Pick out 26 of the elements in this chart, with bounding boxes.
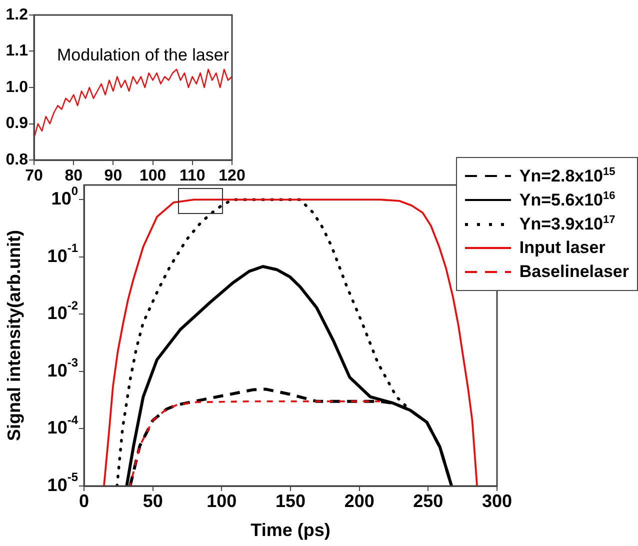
x-tick-label: 90 [104, 167, 122, 184]
legend-label: Yn=2.8x10$^{15}$ [519, 166, 616, 186]
y-tick-label: 1.0 [6, 78, 28, 96]
x-tick-label: 0 [78, 490, 90, 511]
annotation: Modulation of the laser [57, 45, 230, 64]
y-tick-label: 0.9 [6, 115, 28, 132]
x-tick-label: 200 [344, 490, 374, 511]
x-axis-title: Time (ps) [250, 520, 330, 540]
y-tick-label: 0.8 [6, 151, 28, 168]
x-tick-label: 250 [413, 490, 444, 511]
x-tick-label: 150 [275, 490, 306, 511]
x-tick-label: 100 [206, 490, 237, 511]
x-tick-label: 80 [64, 167, 83, 184]
legend-label: Baselinelaser [519, 262, 629, 282]
legend-label: Input laser [519, 238, 606, 258]
y-tick-label: 1.1 [6, 42, 28, 60]
x-tick-label: 100 [139, 167, 166, 184]
x-tick-label: 50 [142, 490, 163, 511]
x-tick-label: 300 [482, 490, 512, 511]
x-tick-label: 70 [25, 167, 43, 184]
x-tick-label: 110 [179, 167, 206, 184]
legend-label: Yn=5.6x10$^{16}$ [519, 190, 616, 210]
y-tick-label: 1.2 [6, 6, 28, 24]
legend-label: Yn=3.9x10$^{17}$ [519, 214, 616, 234]
y-axis-title: Signal intensity(arb.unit) [4, 230, 24, 442]
x-tick-label: 120 [218, 167, 246, 184]
